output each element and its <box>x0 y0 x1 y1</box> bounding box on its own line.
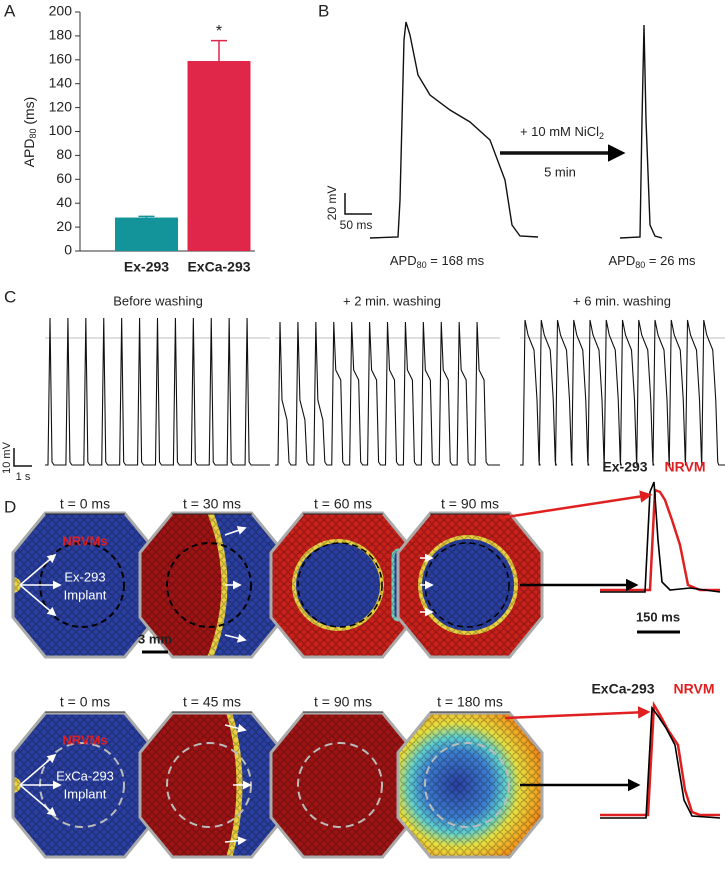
bar <box>115 217 178 251</box>
arrow <box>224 526 247 536</box>
time-label: t = 45 ms <box>183 694 241 710</box>
arrow <box>19 753 57 786</box>
map-label: Implant <box>64 587 107 602</box>
action-potential-trace <box>45 317 270 466</box>
implant-outline <box>297 742 383 828</box>
y-tick-label: 0 <box>64 242 72 258</box>
map-border <box>396 711 544 859</box>
y-tick-label: 80 <box>56 146 72 162</box>
implant-outline <box>424 742 510 828</box>
scale-label: 50 ms <box>340 218 373 232</box>
action-potential-trace <box>600 705 721 819</box>
arrow <box>499 490 653 520</box>
electrode-map <box>398 513 542 657</box>
arrow <box>19 784 57 817</box>
panel-label: D <box>4 497 16 516</box>
y-tick-label: 140 <box>49 74 73 90</box>
trace-title: + 2 min. washing <box>343 293 441 308</box>
map-label: NRVMs <box>62 732 107 747</box>
action-potential-trace <box>619 24 663 239</box>
y-tick-label: 160 <box>49 51 73 67</box>
bar <box>187 60 251 252</box>
map-label: Ex-293 <box>64 569 105 584</box>
panel-label: A <box>4 1 16 20</box>
annotation: * <box>216 23 222 40</box>
y-tick-label: 40 <box>56 194 72 210</box>
electrode-grid <box>140 713 284 857</box>
electrode-grid <box>398 713 542 857</box>
y-tick-label: 100 <box>49 122 73 138</box>
electrode-grid <box>140 513 284 657</box>
map-group: t = 0 ms t = 0 ms t = 30 ms t = 45 ms t = 60… <box>11 459 721 859</box>
trace-title: + 6 min. washing <box>573 293 671 308</box>
arrow <box>19 553 57 586</box>
trace-label: ExCa-293 <box>591 681 654 697</box>
scale-label: 1 s <box>16 471 31 483</box>
x-tick-label: ExCa-293 <box>187 259 250 275</box>
scale-label: 10 mV <box>1 441 13 473</box>
map-label: ExCa-293 <box>56 768 114 783</box>
panel-b <box>344 21 663 239</box>
electrode-map <box>140 713 284 857</box>
time-label: t = 90 ms <box>441 496 499 512</box>
time-label: t = 60 ms <box>314 496 372 512</box>
arrow <box>224 633 247 643</box>
action-potential-trace <box>600 488 720 592</box>
time-label: t = 180 ms <box>437 694 503 710</box>
y-tick-label: 60 <box>56 170 72 186</box>
scale-bar <box>344 193 372 215</box>
y-axis-label: APD80 (ms) <box>21 97 39 168</box>
map-border <box>396 511 544 659</box>
trace-label: NRVM <box>665 459 706 475</box>
map-label: Implant <box>64 786 107 801</box>
apd-label: APD80 = 168 ms <box>390 253 485 270</box>
time-label: t = 0 ms <box>60 694 110 710</box>
electrode-map <box>271 713 415 857</box>
x-tick-label: Ex-293 <box>124 259 169 275</box>
electrode-map <box>398 713 542 857</box>
arrow <box>224 723 247 733</box>
time-label: t = 30 ms <box>183 496 241 512</box>
error-bar <box>138 215 155 218</box>
implant-outline <box>166 542 252 628</box>
time-label: t = 0 ms <box>60 496 110 512</box>
duration-label: 5 min <box>544 164 576 179</box>
y-tick-label: 20 <box>56 218 72 234</box>
arrow <box>224 836 247 846</box>
trace-label: Ex-293 <box>602 459 647 475</box>
action-potential-trace <box>600 700 720 817</box>
trace-group <box>45 317 725 466</box>
treatment-label: + 10 mM NiCl2 <box>520 124 604 141</box>
map-label: NRVMs <box>62 533 107 548</box>
panel-label: B <box>318 1 329 20</box>
scale-label: 3 mm <box>138 631 172 646</box>
y-tick-label: 180 <box>49 27 73 43</box>
trace-title: Before washing <box>113 293 203 308</box>
electrode-map <box>271 513 415 657</box>
arrow <box>19 584 57 617</box>
trace-label: NRVM <box>674 681 715 697</box>
electrode-map <box>140 513 284 657</box>
panel-label: C <box>4 287 16 306</box>
apd-label: APD80 = 26 ms <box>609 253 696 270</box>
error-bar <box>211 39 227 61</box>
implant-outline <box>297 542 383 628</box>
action-potential-trace <box>600 481 721 593</box>
action-potential-trace <box>369 21 539 239</box>
action-potential-trace <box>275 321 500 466</box>
y-tick-label: 120 <box>49 98 73 114</box>
y-tick-label: 200 <box>49 3 73 19</box>
electrode-grid <box>271 513 415 657</box>
scale-bar <box>13 448 32 467</box>
action-potential-trace <box>520 319 725 466</box>
scale-label: 20 mV <box>325 186 339 221</box>
bar-chart: APD80 (ms) <box>21 97 39 168</box>
arrow <box>504 706 651 720</box>
scale-label: 150 ms <box>636 609 680 624</box>
electrode-grid <box>271 713 415 857</box>
time-label: t = 90 ms <box>314 694 372 710</box>
